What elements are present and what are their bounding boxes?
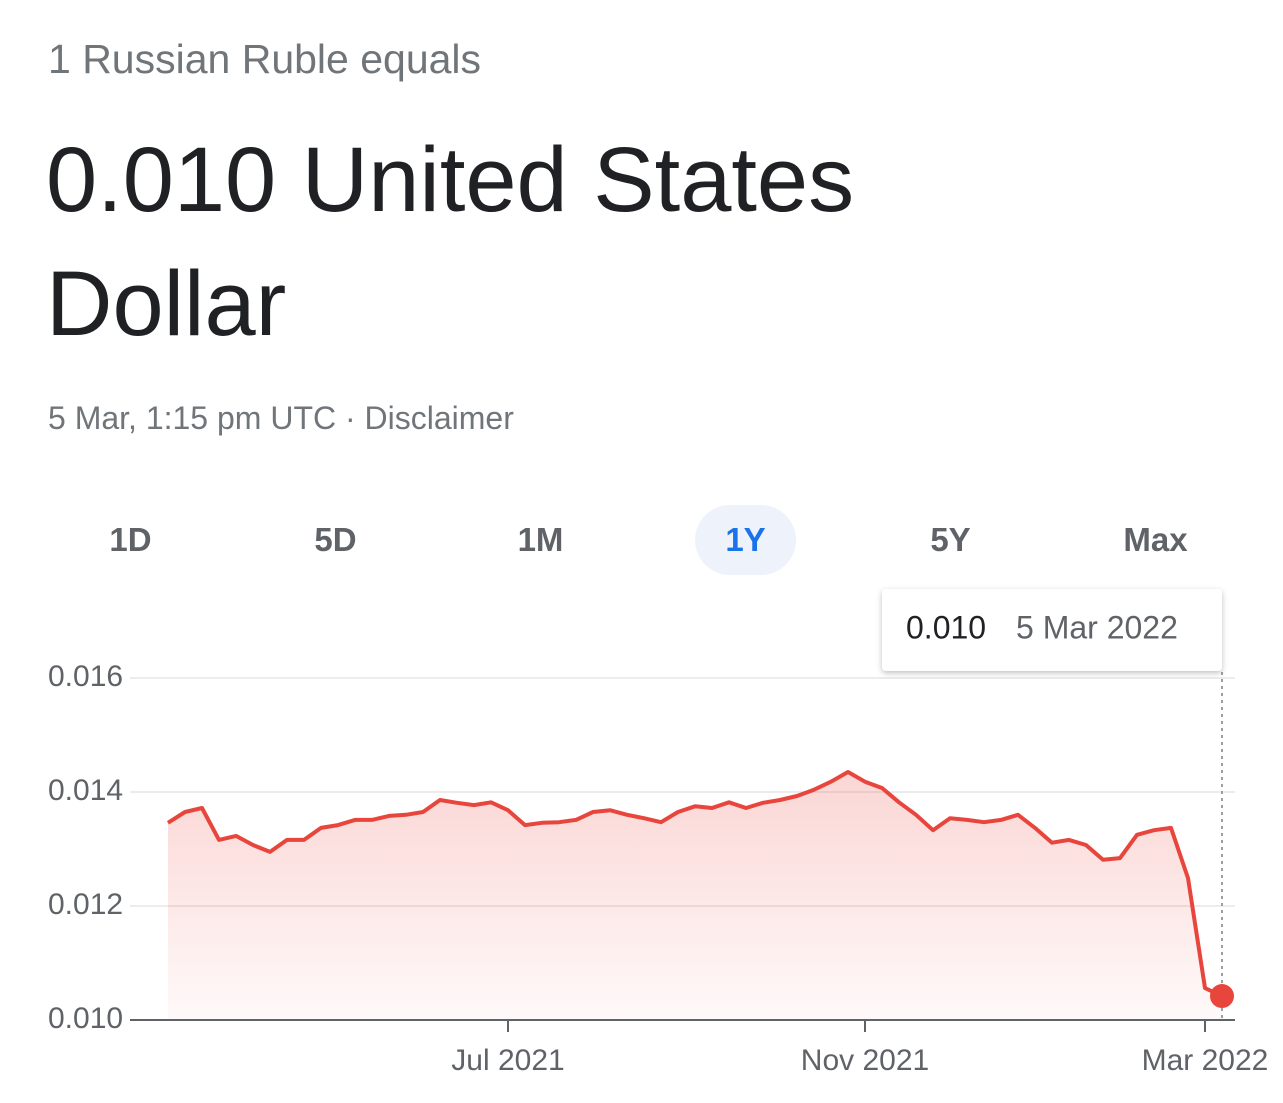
timestamp: 5 Mar, 1:15 pm UTC — [48, 400, 337, 436]
range-tab-label[interactable]: 5Y — [930, 521, 971, 558]
range-tab-label[interactable]: 1Y — [695, 505, 796, 575]
y-tick-label: 0.012 — [48, 888, 123, 921]
range-tab[interactable]: Max — [1053, 505, 1258, 575]
range-tab[interactable]: 5D — [233, 505, 438, 575]
x-tick-label: Nov 2021 — [801, 1044, 929, 1077]
range-tab-label[interactable]: 5D — [314, 521, 357, 558]
tooltip-box — [882, 589, 1222, 671]
subtitle: 1 Russian Ruble equals — [48, 36, 482, 82]
disclaimer-link[interactable]: Disclaimer — [364, 400, 514, 436]
range-tab-label[interactable]: 1M — [517, 521, 564, 558]
y-tick-label: 0.010 — [48, 1002, 123, 1035]
range-tab-label[interactable]: 1D — [109, 521, 152, 558]
range-tabs: 1D 5D 1M 1Y 5Y Max — [28, 505, 1258, 575]
tooltip-date: 5 Mar 2022 — [1016, 609, 1178, 645]
range-tab[interactable]: 1Y — [643, 505, 848, 575]
timestamp-row: 5 Mar, 1:15 pm UTC · Disclaimer — [48, 400, 514, 437]
range-tab[interactable]: 1D — [28, 505, 233, 575]
y-tick-label: 0.014 — [48, 774, 123, 807]
separator: · — [344, 400, 356, 436]
current-point — [1210, 984, 1234, 1009]
x-tick-label: Jul 2021 — [451, 1044, 564, 1077]
x-tick-label: Mar 2022 — [1142, 1044, 1269, 1077]
y-tick-label: 0.016 — [48, 660, 123, 693]
area — [168, 772, 1222, 1020]
rate-title: 0.010 United States Dollar — [46, 129, 855, 355]
range-tab[interactable]: 5Y — [848, 505, 1053, 575]
tooltip-value: 0.010 — [906, 609, 986, 645]
range-tab[interactable]: 1M — [438, 505, 643, 575]
line — [166, 770, 1223, 998]
range-tab-label[interactable]: Max — [1123, 521, 1188, 558]
